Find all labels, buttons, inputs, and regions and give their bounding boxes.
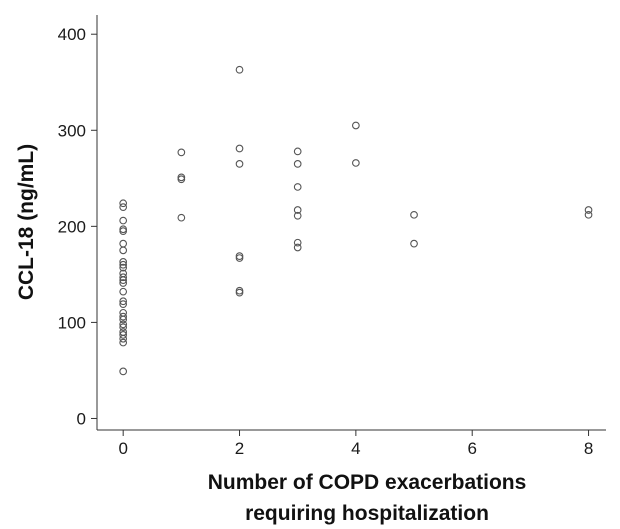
data-point	[235, 65, 244, 74]
y-tick-label: 300	[58, 121, 86, 140]
data-point	[119, 279, 128, 287]
y-axis-title: CCL-18 (ng/mL)	[15, 144, 38, 300]
data-point	[293, 160, 302, 168]
data-point	[584, 206, 593, 214]
data-point	[119, 263, 128, 272]
x-ticks: 0 2 4 6 8	[118, 430, 593, 458]
y-tick-label: 100	[58, 313, 86, 332]
data-point	[177, 213, 186, 222]
data-point	[119, 315, 128, 324]
y-tick-label: 400	[58, 25, 86, 44]
y-tick-label: 200	[58, 217, 86, 236]
data-point	[119, 199, 128, 208]
data-point	[584, 210, 593, 219]
data-point	[293, 206, 302, 214]
x-tick-label: 4	[351, 439, 360, 458]
x-tick-label: 0	[118, 439, 127, 458]
data-point	[235, 254, 244, 262]
data-point	[119, 203, 128, 211]
data-point	[119, 227, 128, 235]
data-point	[119, 320, 128, 329]
data-point	[293, 243, 302, 252]
data-point	[119, 297, 128, 306]
data-point	[119, 246, 128, 255]
data-point	[352, 159, 360, 167]
x-tick-label: 6	[467, 439, 476, 458]
data-point	[119, 312, 128, 321]
data-point	[119, 276, 128, 284]
x-axis-title-line-2: requiring hospitalization	[245, 502, 489, 525]
y-tick-label: 0	[77, 409, 86, 428]
data-point	[177, 175, 186, 184]
data-point	[235, 160, 244, 168]
data-point	[119, 260, 128, 269]
data-point	[410, 239, 418, 248]
data-point	[119, 287, 128, 296]
data-point	[177, 148, 186, 157]
data-point	[119, 338, 128, 347]
data-point	[235, 144, 244, 153]
data-point	[293, 183, 302, 191]
data-point	[235, 288, 244, 297]
data-point	[293, 147, 302, 156]
axes	[96, 15, 606, 431]
data-point	[293, 211, 302, 220]
data-point	[119, 331, 128, 339]
data-point	[119, 216, 128, 225]
data-point	[119, 367, 128, 376]
data-point	[119, 300, 128, 309]
data-point	[119, 323, 128, 332]
data-point	[293, 238, 302, 247]
x-tick-label: 2	[235, 439, 244, 458]
x-axis-title-line-1: Number of COPD exacerbations	[208, 471, 527, 494]
data-point	[410, 210, 418, 219]
data-points	[119, 65, 593, 376]
y-ticks: 0 100 200 300 400	[58, 25, 97, 428]
data-point	[119, 258, 128, 266]
data-point	[352, 121, 360, 130]
data-point	[119, 273, 128, 282]
data-point	[119, 239, 128, 248]
x-tick-label: 8	[584, 439, 593, 458]
data-point	[119, 334, 128, 343]
